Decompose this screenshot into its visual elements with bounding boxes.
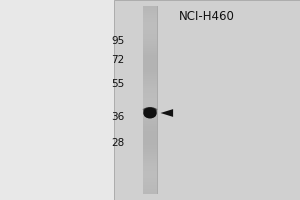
Bar xyxy=(142,119,158,121)
Bar xyxy=(142,10,158,13)
Bar xyxy=(142,168,158,170)
Bar xyxy=(142,163,158,166)
Bar xyxy=(142,46,158,48)
Bar xyxy=(142,6,143,194)
Bar xyxy=(142,116,158,119)
Bar xyxy=(142,88,158,91)
Bar xyxy=(142,74,158,76)
Bar xyxy=(142,39,158,41)
Bar xyxy=(142,161,158,163)
Bar xyxy=(142,97,158,100)
Text: 36: 36 xyxy=(111,112,124,122)
Bar xyxy=(142,144,158,147)
Bar xyxy=(142,55,158,58)
Bar xyxy=(142,53,158,55)
Bar xyxy=(142,156,158,159)
Bar xyxy=(142,41,158,44)
Bar xyxy=(142,166,158,168)
Bar xyxy=(142,6,158,8)
Bar xyxy=(142,187,158,189)
Bar xyxy=(142,43,158,46)
Bar xyxy=(142,86,158,88)
Bar xyxy=(142,76,158,79)
Bar xyxy=(142,72,158,74)
Text: NCI-H460: NCI-H460 xyxy=(179,10,235,23)
Bar xyxy=(142,27,158,29)
Bar xyxy=(142,65,158,67)
Bar xyxy=(142,104,158,107)
Text: 72: 72 xyxy=(111,55,124,65)
Bar xyxy=(142,175,158,178)
Bar xyxy=(142,93,158,95)
Bar xyxy=(142,83,158,86)
Bar xyxy=(142,95,158,98)
Bar xyxy=(142,90,158,93)
Bar xyxy=(142,173,158,175)
Bar xyxy=(142,123,158,126)
Bar xyxy=(142,177,158,180)
Bar xyxy=(142,182,158,185)
Bar xyxy=(142,128,158,131)
Bar xyxy=(142,137,158,140)
Bar xyxy=(142,69,158,72)
Ellipse shape xyxy=(143,107,157,114)
Bar xyxy=(142,140,158,142)
Bar xyxy=(142,8,158,11)
Bar xyxy=(142,13,158,15)
Bar xyxy=(157,6,158,194)
Bar xyxy=(142,189,158,192)
Bar xyxy=(142,58,158,60)
Bar xyxy=(142,50,158,53)
Bar xyxy=(142,15,158,18)
Bar xyxy=(142,184,158,187)
Bar xyxy=(142,135,158,138)
Bar xyxy=(142,154,158,156)
Ellipse shape xyxy=(142,107,158,111)
Bar xyxy=(142,22,158,25)
Bar xyxy=(142,79,158,81)
Ellipse shape xyxy=(144,112,156,118)
Bar xyxy=(142,48,158,51)
Bar xyxy=(142,102,158,105)
Bar xyxy=(114,0,300,200)
Bar xyxy=(142,114,158,116)
Bar xyxy=(142,25,158,27)
Bar xyxy=(142,191,158,194)
Bar xyxy=(142,34,158,37)
Bar xyxy=(142,130,158,133)
Bar xyxy=(142,20,158,22)
Bar xyxy=(142,121,158,124)
Bar xyxy=(142,112,158,114)
Bar xyxy=(142,60,158,62)
Bar xyxy=(142,147,158,149)
Bar xyxy=(142,152,158,154)
Bar xyxy=(142,36,158,39)
Bar xyxy=(142,126,158,128)
Ellipse shape xyxy=(143,108,157,118)
Bar xyxy=(142,149,158,152)
Bar xyxy=(142,142,158,145)
Bar xyxy=(142,32,158,34)
Bar xyxy=(142,107,158,109)
Bar xyxy=(142,81,158,84)
Bar xyxy=(142,67,158,69)
Text: 95: 95 xyxy=(111,36,124,46)
Bar xyxy=(142,133,158,135)
Bar xyxy=(142,109,158,112)
Bar xyxy=(142,62,158,65)
Bar xyxy=(142,170,158,173)
Text: 28: 28 xyxy=(111,138,124,148)
Text: 55: 55 xyxy=(111,79,124,89)
Polygon shape xyxy=(160,109,173,117)
Bar xyxy=(142,18,158,20)
Bar xyxy=(142,29,158,32)
Bar xyxy=(142,180,158,182)
Bar xyxy=(142,159,158,161)
Bar xyxy=(142,100,158,102)
